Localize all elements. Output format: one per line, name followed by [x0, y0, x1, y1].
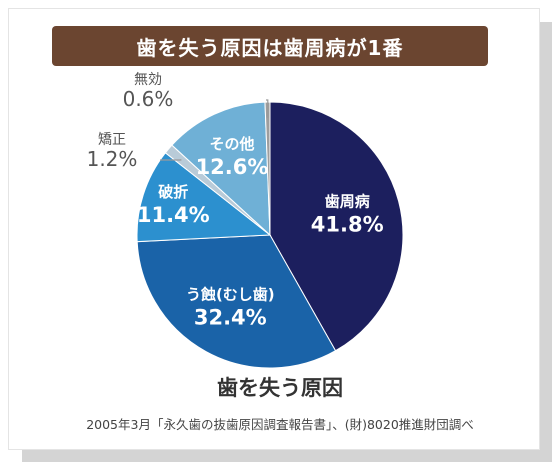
slice-5-label: その他: [209, 135, 254, 153]
slice-6-value: 0.6%: [123, 87, 174, 111]
pie-callouts: [160, 99, 269, 161]
slice-4-value: 1.2%: [87, 147, 138, 171]
pie-labels: 歯周病 41.8% う蝕(むし歯) 32.4% 破折 11.4% 矯正1.2% その他 12.6…: [87, 72, 384, 329]
slice-2-label: う蝕(むし歯): [186, 285, 275, 303]
pie-slices: [136, 101, 404, 369]
slice-1-value: 41.8%: [311, 213, 384, 237]
slice-2-value: 32.4%: [194, 305, 267, 329]
banner-title: 歯を失う原因は歯周病が1番: [136, 35, 404, 60]
slice-4-label: 矯正: [98, 132, 126, 148]
chart-source: 2005年3月「永久歯の抜歯原因調査報告書」、(財)8020推進財団調べ: [86, 417, 474, 432]
banner: 歯を失う原因は歯周病が1番: [52, 26, 488, 66]
chart-title: 歯を失う原因: [217, 376, 343, 400]
slice-2: [136, 234, 337, 369]
slice-3: [136, 152, 272, 243]
slice-6-leader-line: [266, 99, 269, 118]
slice-5: [171, 101, 271, 237]
slice-4-leader-line: [160, 159, 182, 161]
slice-6-label: 無効: [134, 72, 162, 88]
slice-1-label: 歯周病: [325, 193, 370, 211]
slice-3-value: 11.4%: [137, 203, 210, 227]
slice-5-value: 12.6%: [196, 155, 269, 179]
slice-3-label: 破折: [158, 183, 188, 201]
slice-1: [269, 101, 404, 352]
